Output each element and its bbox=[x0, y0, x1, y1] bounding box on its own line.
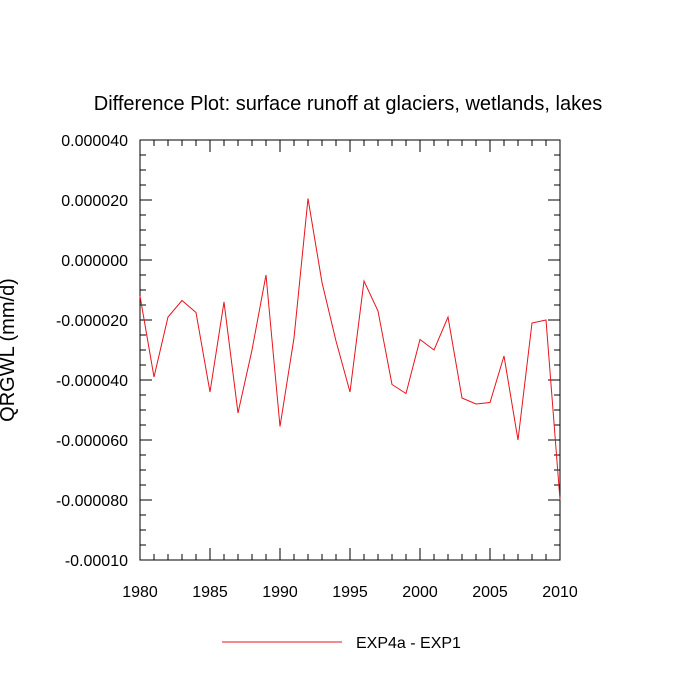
x-tick-label: 2005 bbox=[472, 584, 508, 601]
x-tick-label: 1980 bbox=[122, 584, 158, 601]
y-tick-label: 0.000020 bbox=[61, 193, 128, 210]
axis-ticks bbox=[139, 139, 561, 561]
series-line bbox=[139, 198, 561, 501]
x-tick-label: 1995 bbox=[332, 584, 368, 601]
tick-labels: 1980 1985 1990 1995 2000 2005 2010 0.000040 0.00… bbox=[56, 133, 578, 601]
x-tick-label: 2000 bbox=[402, 584, 438, 601]
y-tick-label: -0.000060 bbox=[56, 433, 128, 450]
y-tick-label: 0.000000 bbox=[61, 253, 128, 270]
y-tick-label: -0.000020 bbox=[56, 313, 128, 330]
y-tick-label: -0.00010 bbox=[65, 553, 128, 570]
legend-label: EXP4a - EXP1 bbox=[356, 635, 461, 652]
legend: EXP4a - EXP1 bbox=[222, 635, 461, 652]
y-axis-label: QRGWL (mm/d) bbox=[0, 278, 19, 422]
series-layer bbox=[139, 198, 561, 501]
y-tick-label: 0.000040 bbox=[61, 133, 128, 150]
x-tick-label: 2010 bbox=[542, 584, 578, 601]
chart-title: Difference Plot: surface runoff at glaci… bbox=[94, 93, 602, 115]
x-tick-label: 1985 bbox=[192, 584, 228, 601]
x-tick-label: 1990 bbox=[262, 584, 298, 601]
y-tick-label: -0.000080 bbox=[56, 493, 128, 510]
y-tick-label: -0.000040 bbox=[56, 373, 128, 390]
